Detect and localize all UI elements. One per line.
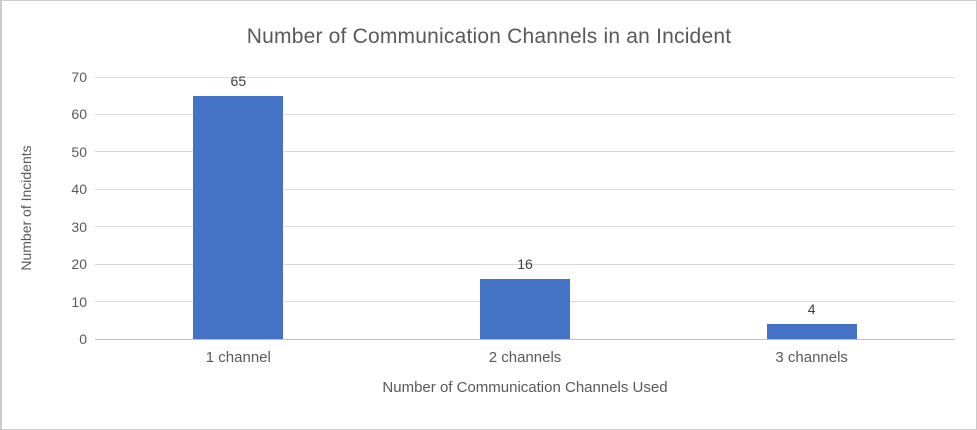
x-category-label: 1 channel (205, 349, 271, 366)
y-tick-label: 30 (71, 218, 87, 235)
chart-title: Number of Communication Channels in an I… (246, 25, 732, 48)
gridline (95, 188, 955, 190)
bar-2-channels (480, 279, 570, 339)
x-axis-line (95, 339, 955, 340)
x-category-label: 2 channels (488, 349, 562, 366)
data-label: 65 (230, 72, 247, 89)
y-tick-label: 40 (71, 181, 87, 198)
y-tick-label: 10 (71, 293, 87, 310)
bar-1-channel (193, 95, 284, 339)
y-tick-label: 70 (71, 69, 87, 85)
y-tick-label: 60 (71, 106, 87, 123)
y-tick-label: 50 (71, 143, 87, 160)
gridline (95, 76, 955, 78)
gridline (95, 113, 955, 115)
y-axis-title: Number of Incidents (18, 145, 34, 271)
gridline (95, 226, 955, 228)
y-tick-label: 20 (71, 256, 87, 273)
bar-3-channels (766, 324, 857, 339)
x-axis-title: Number of Communication Channels Used (382, 379, 668, 396)
data-label: 4 (807, 301, 816, 318)
gridline (95, 263, 955, 265)
y-tick-label: 0 (79, 331, 87, 347)
gridline (95, 151, 955, 153)
data-label: 16 (517, 256, 533, 273)
x-category-label: 3 channels (775, 349, 848, 366)
plot-area: 0 10 20 30 40 50 60 70 65 16 4 (71, 69, 955, 347)
